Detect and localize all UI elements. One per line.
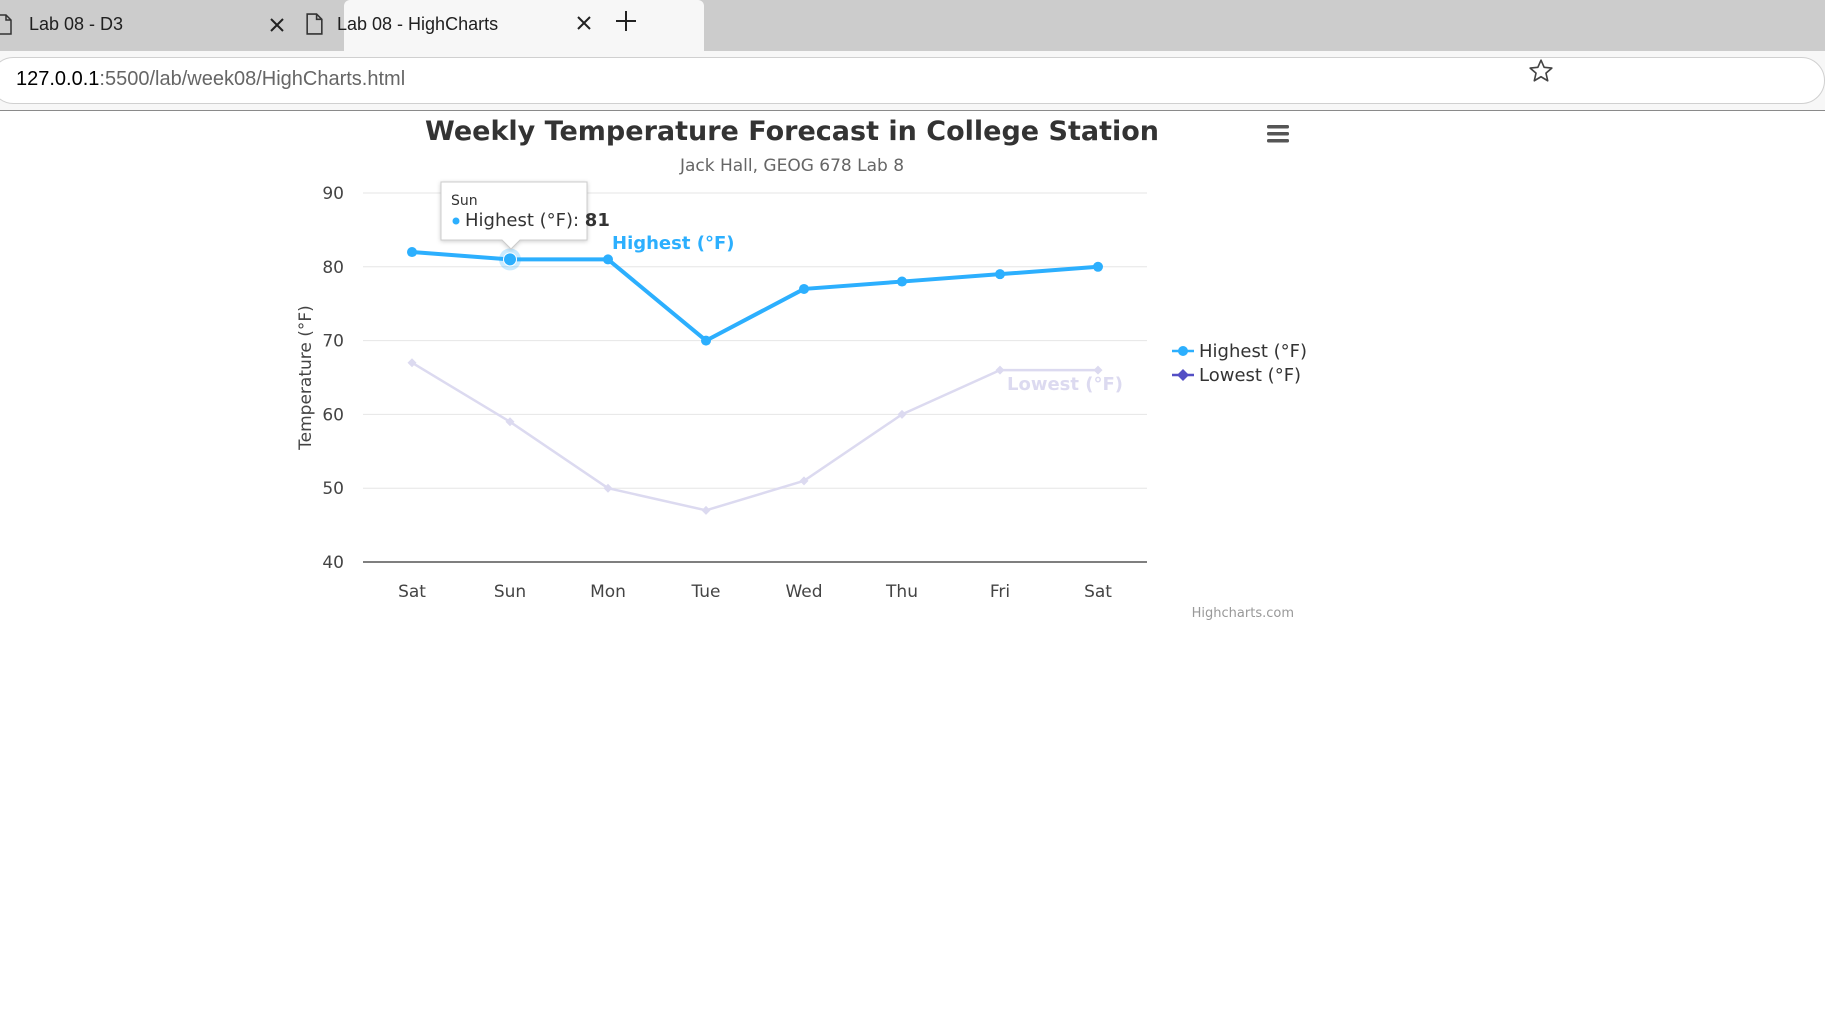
tab-lab08-d3[interactable]: Lab 08 - D3 xyxy=(0,0,344,51)
tab-strip: Lab 08 - D3 Lab 08 - HighCharts xyxy=(0,0,1825,51)
x-tick-label: Sat xyxy=(398,582,426,602)
tab-lab08-highcharts[interactable] xyxy=(344,0,704,51)
context-menu-icon[interactable] xyxy=(1267,125,1289,143)
x-tick-label: Sun xyxy=(494,582,526,602)
series-line-lowest xyxy=(411,361,1098,512)
chart-subtitle: Jack Hall, GEOG 678 Lab 8 xyxy=(679,156,904,176)
line-chart: Weekly Temperature Forecast in College S… xyxy=(296,116,1307,621)
series-line-highest xyxy=(411,250,1099,343)
svg-text:Highest (°F): 81: Highest (°F): 81 xyxy=(465,210,610,231)
tooltip-marker xyxy=(452,217,460,225)
address-bar: 127.0.0.1:5500/lab/week08/HighCharts.htm… xyxy=(0,51,1825,111)
tooltip-series: Highest (°F) xyxy=(465,210,573,231)
tab-label: Lab 08 - D3 xyxy=(29,14,124,34)
document-icon xyxy=(0,14,12,35)
series-highest[interactable] xyxy=(407,247,1103,346)
y-tick-label: 60 xyxy=(322,405,344,425)
x-tick-label: Tue xyxy=(690,582,720,602)
tab-label: Lab 08 - HighCharts xyxy=(337,14,499,34)
x-axis-ticks: Sat Sun Mon Tue Wed Thu Fri Sat xyxy=(398,582,1112,602)
url-host: 127.0.0.1 xyxy=(16,68,100,90)
url-path: :5500/lab/week08/HighCharts.html xyxy=(99,68,406,90)
series-label-lowest: Lowest (°F) xyxy=(1007,374,1123,395)
legend: Highest (°F) Lowest (°F) xyxy=(1172,341,1307,386)
y-tick-label: 90 xyxy=(322,184,344,204)
tooltip-value: 81 xyxy=(585,210,610,231)
y-tick-label: 70 xyxy=(322,332,344,352)
x-tick-label: Wed xyxy=(785,582,822,602)
y-tick-label: 80 xyxy=(322,258,344,278)
data-point-highest[interactable] xyxy=(897,276,907,287)
chart-title: Weekly Temperature Forecast in College S… xyxy=(425,116,1159,147)
chart-container: Weekly Temperature Forecast in College S… xyxy=(0,112,1825,1033)
data-point-highest-hovered[interactable] xyxy=(503,252,517,267)
data-point-highest[interactable] xyxy=(995,269,1005,280)
y-axis-label: Temperature (°F) xyxy=(296,305,316,451)
legend-label-highest: Highest (°F) xyxy=(1199,341,1307,362)
series-lowest[interactable] xyxy=(407,358,1103,515)
document-icon xyxy=(306,13,323,35)
tooltip: Sun Highest (°F): 81 xyxy=(440,181,610,250)
y-tick-label: 50 xyxy=(322,479,344,499)
url-field[interactable]: 127.0.0.1:5500/lab/week08/HighCharts.htm… xyxy=(0,57,1825,104)
x-tick-label: Fri xyxy=(990,582,1010,602)
data-point-lowest[interactable] xyxy=(799,476,809,486)
data-point-lowest[interactable] xyxy=(603,483,613,493)
data-point-lowest[interactable] xyxy=(701,505,711,515)
data-point-lowest[interactable] xyxy=(995,365,1005,375)
tooltip-category: Sun xyxy=(451,193,478,209)
data-point-highest[interactable] xyxy=(603,254,613,265)
grid-lines xyxy=(363,192,1147,489)
close-tab-icon[interactable] xyxy=(575,14,593,32)
legend-item-lowest[interactable]: Lowest (°F) xyxy=(1172,365,1301,386)
close-tab-icon[interactable] xyxy=(268,16,286,34)
series-label-highest: Highest (°F) xyxy=(612,233,734,254)
data-point-lowest[interactable] xyxy=(407,358,417,368)
y-axis-ticks: 40 50 60 70 80 90 xyxy=(322,184,344,573)
data-point-lowest[interactable] xyxy=(897,409,907,419)
data-point-highest[interactable] xyxy=(701,335,711,346)
data-point-highest[interactable] xyxy=(1093,261,1103,272)
data-point-highest[interactable] xyxy=(407,247,417,258)
y-tick-label: 40 xyxy=(322,553,344,573)
credits-link[interactable]: Highcharts.com xyxy=(1192,606,1294,621)
legend-label-lowest: Lowest (°F) xyxy=(1199,365,1301,386)
data-point-lowest[interactable] xyxy=(1093,365,1103,375)
legend-item-highest[interactable]: Highest (°F) xyxy=(1172,341,1307,362)
data-point-highest[interactable] xyxy=(799,283,809,294)
x-tick-label: Mon xyxy=(590,582,626,602)
data-point-lowest[interactable] xyxy=(505,417,515,427)
x-tick-label: Sat xyxy=(1084,582,1112,602)
x-tick-label: Thu xyxy=(885,582,918,602)
bookmark-star-icon[interactable] xyxy=(1528,58,1554,84)
new-tab-icon[interactable] xyxy=(614,9,638,33)
